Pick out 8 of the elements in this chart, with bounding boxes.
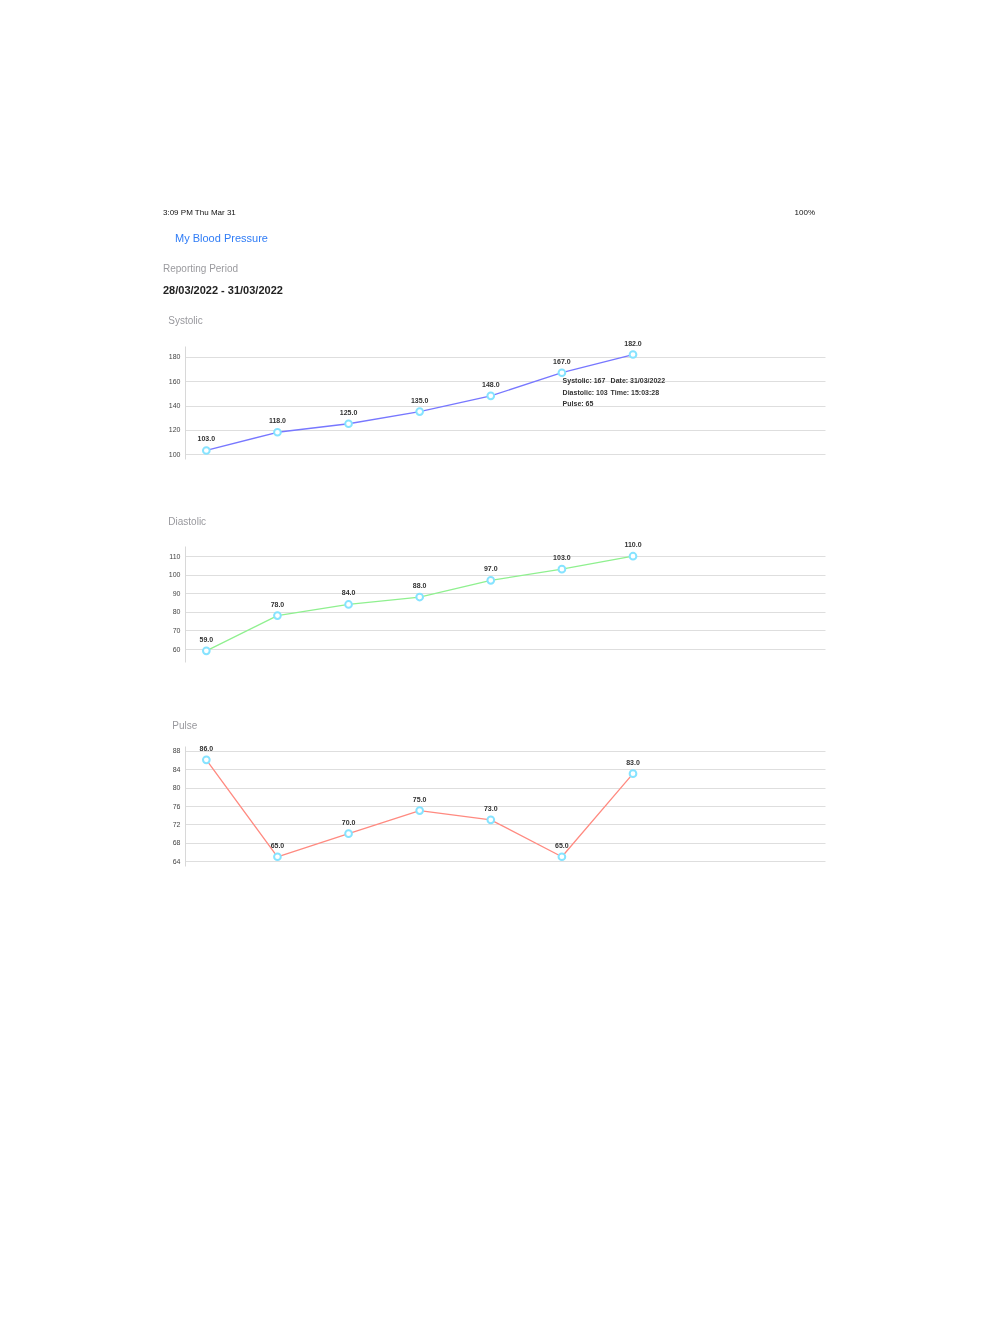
text: 3:09 PM Thu Mar 31 <box>163 208 237 217</box>
chart-title: Pulse <box>172 719 198 731</box>
text: My Blood Pressure <box>175 232 268 244</box>
text: 100% <box>794 208 815 217</box>
chart-title: Systolic <box>168 314 203 326</box>
text: 28/03/2022 - 31/03/2022 <box>163 284 283 296</box>
text: Reporting Period <box>163 263 239 274</box>
chart-title: Diastolic <box>168 516 207 528</box>
